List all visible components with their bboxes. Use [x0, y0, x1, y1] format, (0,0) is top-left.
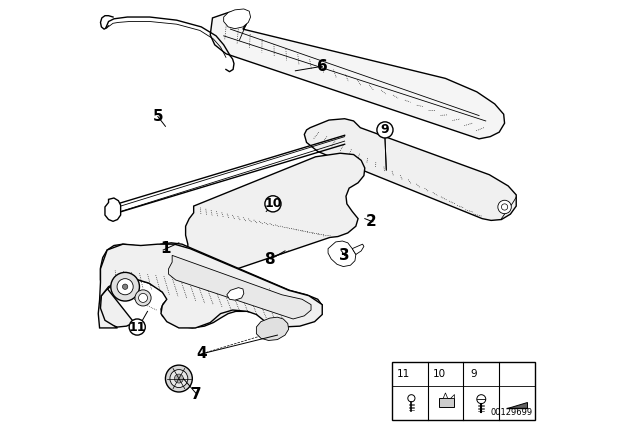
Circle shape	[377, 122, 393, 138]
Circle shape	[477, 395, 486, 404]
Circle shape	[498, 200, 511, 214]
Polygon shape	[224, 9, 251, 29]
Polygon shape	[305, 119, 516, 220]
Circle shape	[122, 284, 128, 289]
Text: 3: 3	[339, 248, 350, 263]
Polygon shape	[328, 241, 356, 267]
Circle shape	[139, 293, 148, 302]
Polygon shape	[227, 288, 244, 300]
Text: 11: 11	[397, 369, 410, 379]
Text: 00129699: 00129699	[491, 408, 533, 417]
Text: 11: 11	[129, 320, 146, 334]
Text: 10: 10	[264, 197, 282, 211]
Polygon shape	[105, 198, 121, 221]
Circle shape	[165, 365, 192, 392]
Polygon shape	[99, 244, 323, 328]
Bar	[392, 362, 535, 420]
Text: 5: 5	[152, 109, 163, 124]
Polygon shape	[450, 394, 454, 398]
Circle shape	[111, 272, 140, 301]
Text: 9: 9	[470, 369, 477, 379]
Circle shape	[170, 370, 188, 388]
Polygon shape	[439, 398, 454, 407]
Polygon shape	[179, 153, 365, 283]
Polygon shape	[100, 243, 323, 328]
Circle shape	[135, 290, 151, 306]
Circle shape	[265, 196, 281, 212]
Polygon shape	[443, 393, 448, 398]
Text: 9: 9	[381, 123, 389, 137]
Circle shape	[117, 279, 133, 295]
Polygon shape	[210, 11, 504, 139]
Text: 7: 7	[191, 387, 202, 402]
Text: 2: 2	[366, 214, 377, 229]
Text: 1: 1	[160, 241, 171, 256]
Text: 10: 10	[433, 369, 446, 379]
Circle shape	[174, 374, 184, 383]
Polygon shape	[352, 244, 364, 254]
Text: 8: 8	[264, 252, 275, 267]
Circle shape	[129, 319, 145, 335]
Text: 4: 4	[196, 346, 207, 362]
Polygon shape	[508, 402, 527, 408]
Circle shape	[502, 204, 508, 210]
Text: 6: 6	[317, 59, 328, 74]
Polygon shape	[257, 317, 289, 340]
Circle shape	[408, 395, 415, 402]
Polygon shape	[168, 255, 311, 319]
